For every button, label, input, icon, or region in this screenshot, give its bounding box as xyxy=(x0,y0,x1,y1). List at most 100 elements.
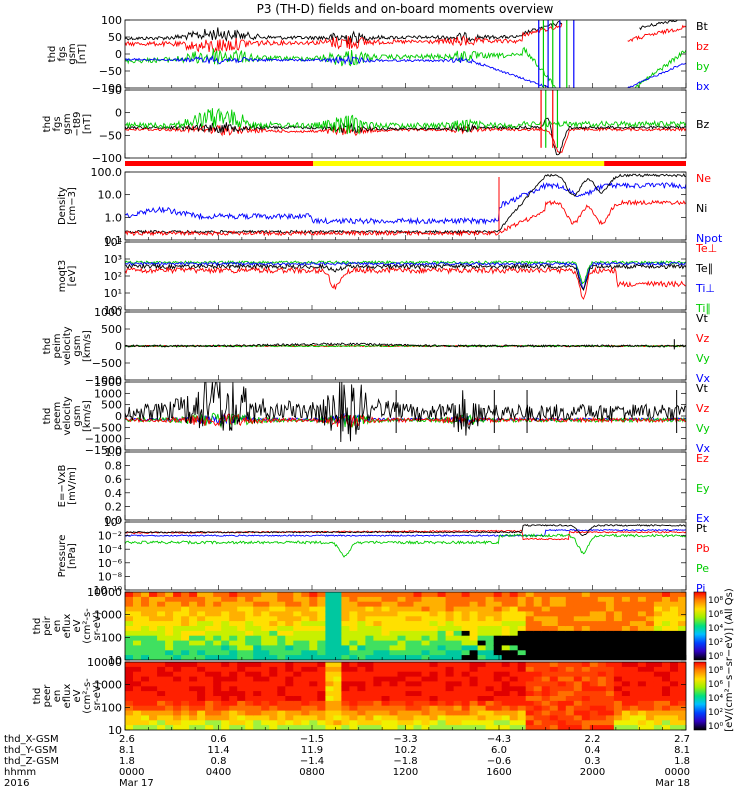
spectrogram-cell xyxy=(413,655,423,660)
spectrogram-cell xyxy=(421,601,431,608)
spectrogram-cell xyxy=(269,592,278,598)
spectrogram-cell xyxy=(301,691,310,697)
spectrogram-cell xyxy=(670,662,679,668)
spectrogram-cell xyxy=(365,596,374,603)
spectrogram-cell xyxy=(461,725,471,730)
spectrogram-cell xyxy=(189,626,198,632)
spectrogram-cell xyxy=(525,696,535,702)
spectrogram-cell xyxy=(597,606,607,613)
spectrogram-cell xyxy=(397,725,407,730)
spectrogram-cell xyxy=(437,686,447,692)
y-tick-label: 1.0 xyxy=(105,211,123,224)
spectrogram-cell xyxy=(221,606,230,613)
spectrogram-cell xyxy=(477,650,487,656)
spectrogram-cell xyxy=(662,725,671,730)
y-tick-label: 10⁰ xyxy=(104,516,123,529)
spectrogram-cell xyxy=(670,606,679,613)
spectrogram-cell xyxy=(189,710,198,717)
spectrogram-cell xyxy=(125,725,134,730)
spectrogram-cell xyxy=(229,671,238,678)
spectrogram-cell xyxy=(237,725,246,730)
spectrogram-cell xyxy=(237,655,246,660)
spectrogram-cell xyxy=(341,681,350,687)
spectrogram-cell xyxy=(181,635,190,642)
spectrogram-cell xyxy=(662,666,671,673)
spectrogram-cell xyxy=(421,640,431,647)
spectrogram-cell xyxy=(325,691,334,697)
spectrogram-cell xyxy=(437,671,447,678)
spectrogram-cell xyxy=(581,621,591,627)
spectrogram-cell xyxy=(621,611,631,617)
spectrogram-cell xyxy=(509,630,519,637)
spectrogram-cell xyxy=(365,616,374,622)
spectrogram-cell xyxy=(285,710,294,717)
spectrogram-cell xyxy=(589,616,599,622)
spectrogram-cell xyxy=(621,710,631,717)
spectrogram-cell xyxy=(141,621,150,627)
spectrogram-cell xyxy=(349,662,358,668)
spectrogram-cell xyxy=(461,686,471,692)
spectrogram-cell xyxy=(125,630,134,637)
spectrogram-cell xyxy=(341,611,350,617)
spectrogram-cell xyxy=(373,616,382,622)
spectrogram-cell xyxy=(445,681,455,687)
spectrogram-cell xyxy=(605,715,615,721)
spectrogram-cell xyxy=(149,640,158,647)
spectrogram-cell xyxy=(670,596,679,603)
spectrogram-cell xyxy=(605,720,615,726)
spectrogram-cell xyxy=(141,596,150,603)
spectrogram-cell xyxy=(125,720,134,726)
spectrogram-cell xyxy=(405,616,415,622)
spectrogram-cell xyxy=(189,700,198,707)
spectrogram-cell xyxy=(141,626,150,632)
spectrogram-cell xyxy=(501,671,511,678)
spectrogram-cell xyxy=(437,630,447,637)
legend-entry: Ey xyxy=(696,482,710,495)
spectrogram-cell xyxy=(621,686,631,692)
spectrogram-cell xyxy=(637,666,647,673)
spectrogram-cell xyxy=(269,715,278,721)
spectrogram-cell xyxy=(573,611,583,617)
legend-entry: Vt xyxy=(696,382,709,395)
spectrogram-cell xyxy=(285,676,294,683)
spectrogram-cell xyxy=(349,655,358,660)
spectrogram-cell xyxy=(509,616,519,622)
spectrogram-cell xyxy=(229,676,238,683)
spectrogram-cell xyxy=(469,671,479,678)
spectrogram-cell xyxy=(133,666,142,673)
spectrogram-cell xyxy=(173,621,182,627)
spectrogram-cell xyxy=(645,621,655,627)
spectrogram-cell xyxy=(421,596,431,603)
spectrogram-cell xyxy=(229,601,238,608)
y-axis-label: E=−VxB xyxy=(57,465,68,508)
spectrogram-cell xyxy=(589,635,599,642)
spectrogram-cell xyxy=(349,725,358,730)
spectrogram-cell xyxy=(573,681,583,687)
spectrogram-cell xyxy=(197,686,206,692)
spectrogram-cell xyxy=(301,705,310,712)
spectrogram-cell xyxy=(525,676,535,683)
spectrogram-cell xyxy=(301,720,310,726)
time-axis-value: 0400 xyxy=(206,767,231,778)
spectrogram-cell xyxy=(517,686,527,692)
spectrogram-cell xyxy=(165,715,174,721)
spectrogram-cell xyxy=(365,715,374,721)
spectrogram-cell xyxy=(629,710,639,717)
spectrogram-cell xyxy=(165,720,174,726)
spectrogram-cell xyxy=(141,686,150,692)
spectrogram-cell xyxy=(405,691,415,697)
spectrogram-cell xyxy=(541,645,551,651)
spectrogram-cell xyxy=(205,671,214,678)
spectrogram-cell xyxy=(253,676,262,683)
spectrogram-cell xyxy=(589,705,599,712)
spectrogram-cell xyxy=(349,676,358,683)
spectrogram-cell xyxy=(349,596,358,603)
spectrogram-cell xyxy=(381,655,391,660)
spectrogram-cell xyxy=(501,666,511,673)
y-tick-label: −1000 xyxy=(85,433,122,446)
spectrogram-cell xyxy=(485,592,495,598)
spectrogram-cell xyxy=(157,650,166,656)
spectrogram-cell xyxy=(637,611,647,617)
spectrogram-cell xyxy=(333,676,342,683)
spectrogram-cell xyxy=(613,676,623,683)
